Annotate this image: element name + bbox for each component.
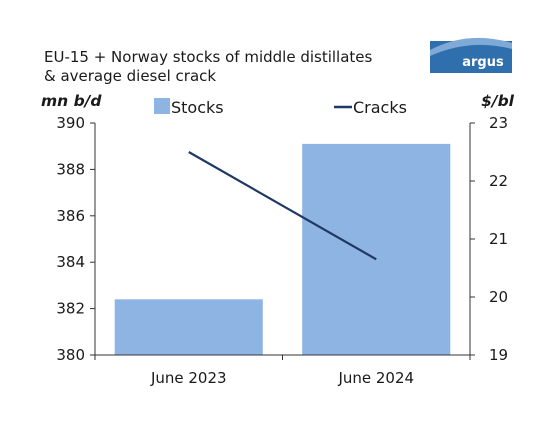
line-cracks [188,151,377,261]
legend-label-stocks: Stocks [171,98,224,117]
y-right-label: $/bl [481,92,515,110]
y-left-tick-label: 384 [56,253,85,271]
chart-title-line-1: EU-15 + Norway stocks of middle distilla… [44,48,373,66]
legend-label-cracks: Cracks [353,98,407,117]
y-left-tick-label: 390 [56,114,85,132]
chart-title-line-2: & average diesel crack [44,67,216,85]
y-right-tick-label: 21 [489,230,508,248]
logo-swoosh [430,37,512,56]
legend-swatch-stocks [154,98,170,114]
y-left-label: mn b/d [41,92,102,110]
x-tick-label: June 2023 [150,369,227,387]
logo-text: argus [462,55,504,70]
bar-stocks-1 [114,299,263,355]
y-left-tick-label: 388 [56,160,85,178]
y-right-tick-label: 23 [489,114,508,132]
argus-logo: argus [430,37,512,73]
y-left-tick-label: 386 [56,207,85,225]
y-right-tick-label: 22 [489,172,508,190]
x-tick-label: June 2024 [337,369,414,387]
bar-stocks-2 [302,143,451,355]
legend: Stocks Cracks [154,98,407,117]
y-right-tick-label: 20 [489,288,508,306]
y-left-tick-label: 380 [56,346,85,364]
y-right-tick-label: 19 [489,346,508,364]
y-left-tick-label: 382 [56,300,85,318]
